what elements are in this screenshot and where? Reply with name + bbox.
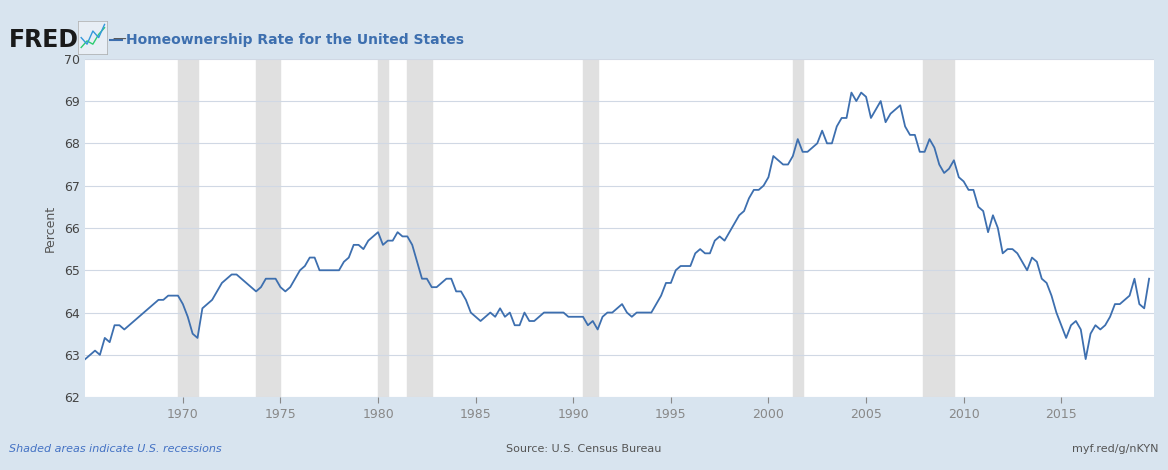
Bar [178,59,197,397]
Text: myf.red/g/nKYN: myf.red/g/nKYN [1072,444,1159,454]
Text: Source: U.S. Census Bureau: Source: U.S. Census Bureau [506,444,662,454]
Bar [256,59,280,397]
Text: FRED: FRED [9,28,79,52]
Bar [408,59,432,397]
Bar [923,59,954,397]
Text: —: — [112,33,126,47]
Text: Shaded areas indicate U.S. recessions: Shaded areas indicate U.S. recessions [9,444,222,454]
Bar [793,59,802,397]
Y-axis label: Percent: Percent [43,204,57,251]
Bar [378,59,388,397]
Bar [583,59,598,397]
Text: Homeownership Rate for the United States: Homeownership Rate for the United States [126,33,464,47]
